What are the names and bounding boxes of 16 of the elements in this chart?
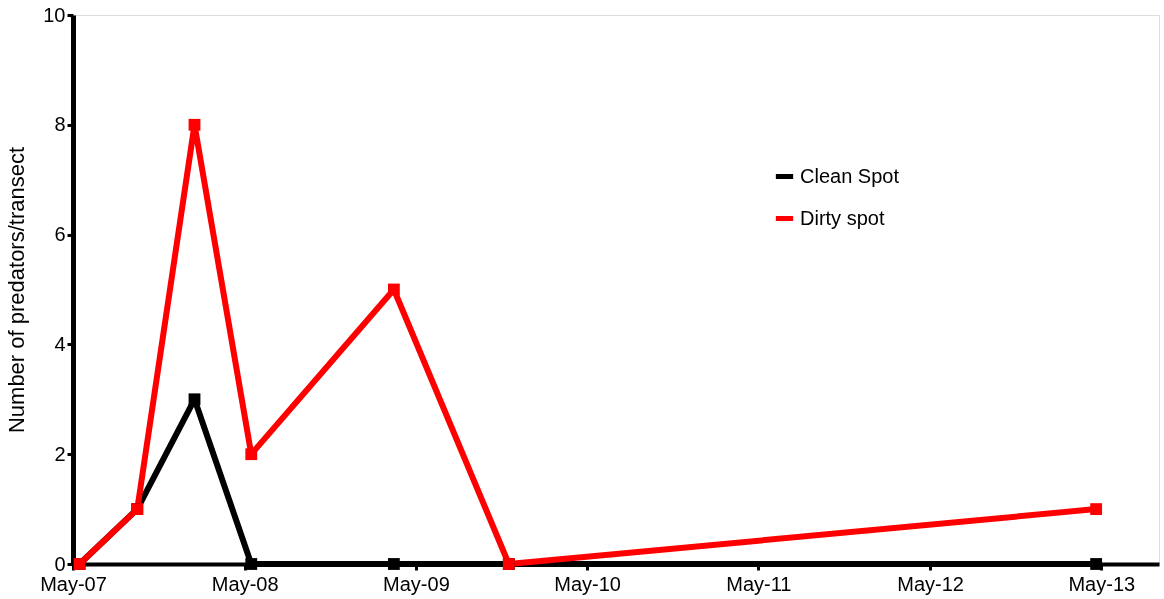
y-tick-label: 10	[43, 3, 66, 26]
x-tick-label: May-07	[40, 572, 107, 595]
x-tick-label: May-12	[897, 572, 964, 595]
y-axis-title: Number of predators/transect	[4, 146, 30, 434]
x-tick-label: May-08	[211, 572, 279, 595]
x-tick-label: May-11	[726, 572, 792, 595]
x-tick-label: May-09	[383, 572, 450, 595]
y-tick-label: 4	[54, 332, 66, 355]
legend-label: Dirty spot	[800, 206, 885, 229]
x-tick-label: May-10	[554, 572, 621, 595]
y-tick-label: 8	[54, 113, 66, 136]
y-tick-label: 0	[54, 552, 66, 575]
y-tick-label: 2	[54, 442, 66, 465]
x-tick-label: May-13	[1068, 572, 1136, 595]
y-tick-label: 6	[54, 223, 66, 246]
legend-label: Clean Spot	[800, 164, 900, 187]
